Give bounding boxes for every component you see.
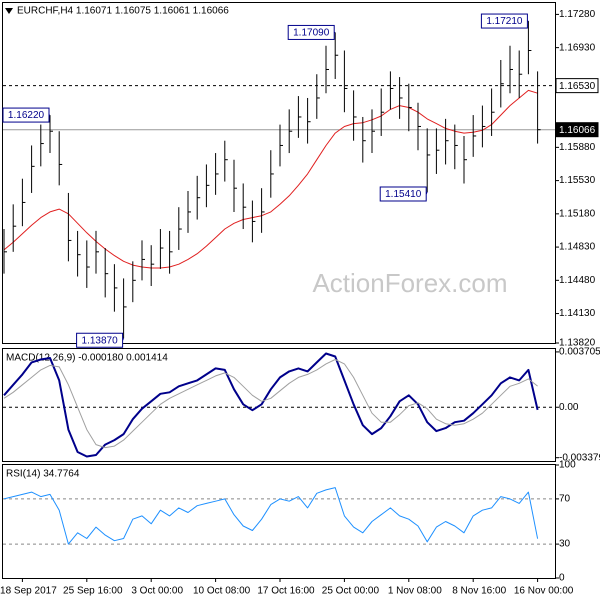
y-tick-label: 30 [559, 539, 571, 550]
chart-title: EURCHF,H4 1.16071 1.16075 1.16061 1.1606… [17, 6, 229, 17]
annotation-box [2, 107, 50, 123]
x-tick-label: 18 Sep 2017 [0, 586, 57, 597]
line [3, 487, 539, 545]
line [3, 352, 539, 458]
macd-panel [2, 348, 556, 462]
level-box [555, 78, 599, 94]
y-tick-label: 100 [559, 460, 576, 471]
annotation-label: 1.17210 [486, 16, 523, 27]
x-tick-label: 17 Oct 16:00 [257, 586, 315, 597]
x-tick-label: 1 Nov 08:00 [388, 586, 442, 597]
x-tick-label: 8 Nov 16:00 [452, 586, 506, 597]
y-tick-label: 1.13820 [559, 338, 596, 349]
y-tick-label: 1.14830 [559, 242, 596, 253]
y-tick-label: 0 [559, 573, 565, 584]
y-tick-label: 1.17280 [559, 9, 596, 20]
rsi-panel [2, 464, 556, 579]
x-tick-label: 16 Nov 00:00 [514, 586, 574, 597]
y-tick-label: 1.15530 [559, 175, 596, 186]
x-tick-label: 25 Sep 16:00 [63, 586, 123, 597]
level-label: 1.16530 [559, 81, 596, 92]
line [3, 359, 538, 449]
annotation-box [379, 186, 427, 202]
macd-title: MACD(12,26,9) -0.000180 0.001414 [6, 353, 168, 364]
x-tick-label: 25 Oct 00:00 [322, 586, 380, 597]
annotation-label: 1.17090 [293, 28, 330, 39]
y-tick-label: -0.003379 [559, 452, 600, 463]
y-tick-label: 1.15180 [559, 208, 596, 219]
y-tick-label: 0.003705 [559, 347, 600, 358]
annotation-label: 1.16220 [8, 110, 45, 121]
y-tick-label: 1.14130 [559, 308, 596, 319]
y-tick-label: 70 [559, 494, 571, 505]
rsi-title: RSI(14) 34.7764 [6, 469, 80, 480]
annotation-label: 1.15410 [385, 189, 422, 200]
level-box [555, 122, 599, 138]
watermark: ActionForex.com [312, 268, 507, 298]
y-tick-label: 1.14480 [559, 275, 596, 286]
x-tick-label: 3 Oct 00:00 [131, 586, 183, 597]
collapse-icon [5, 8, 13, 14]
annotation-box [480, 13, 528, 29]
x-tick-label: 10 Oct 08:00 [193, 586, 251, 597]
level-label: 1.16066 [559, 125, 596, 136]
y-tick-label: 1.16930 [559, 42, 596, 53]
annotation-box [76, 332, 124, 348]
y-tick-label: 1.15880 [559, 142, 596, 153]
y-tick-label: 0.00 [559, 402, 579, 413]
line [3, 89, 538, 269]
price-panel [2, 2, 556, 344]
annotation-label: 1.13870 [82, 335, 119, 346]
annotation-box [287, 24, 335, 40]
